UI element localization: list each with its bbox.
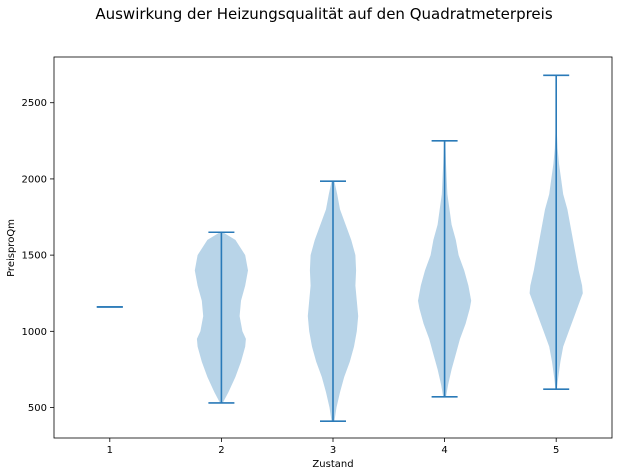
x-axis-label: Zustand	[312, 459, 353, 470]
violin-5	[529, 74, 583, 391]
violin-2	[194, 231, 248, 404]
y-tick-label-2500: 2500	[22, 98, 47, 109]
y-tick-label-500: 500	[28, 403, 47, 414]
y-tick-label-2000: 2000	[22, 174, 47, 185]
y-tick-label-1500: 1500	[22, 251, 47, 262]
violin-4	[418, 140, 472, 398]
x-tick-label-5: 5	[553, 445, 559, 456]
plot-area	[96, 74, 583, 423]
x-axis: 1 2 3 4 5	[107, 438, 559, 456]
y-tick-label-1000: 1000	[22, 327, 47, 338]
y-axis: 500 1000 1500 2000 2500	[22, 98, 54, 414]
x-tick-label-2: 2	[218, 445, 224, 456]
chart-title: Auswirkung der Heizungsqualität auf den …	[95, 5, 552, 23]
y-axis-label: PreisproQm	[6, 219, 17, 277]
x-tick-label-1: 1	[107, 445, 113, 456]
x-tick-label-3: 3	[330, 445, 336, 456]
violin-3	[307, 180, 359, 423]
x-tick-label-4: 4	[441, 445, 447, 456]
